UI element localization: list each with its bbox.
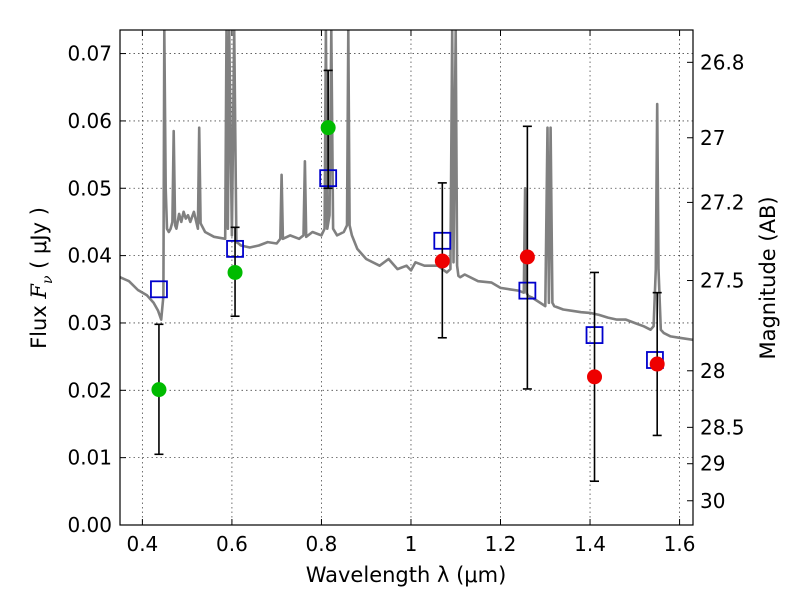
red-data-point — [587, 369, 603, 385]
y2-tick-label: 27 — [700, 126, 725, 150]
y2-tick-label: 30 — [700, 489, 725, 513]
y-tick-label: 0.03 — [67, 311, 112, 335]
y2-tick-label: 28 — [700, 359, 725, 383]
model-flux-square — [150, 280, 168, 299]
y2-tick-label: 27.5 — [700, 269, 745, 293]
axes: 0.4 0.6 0.8 1 1.2 1.4 1.6 0.00 0.01 0.02 0.03 0.04 0… — [67, 30, 745, 556]
green-data-point — [151, 382, 167, 398]
y-axis-label-subscript: ν — [40, 275, 56, 284]
y-axis-label-symbol: F — [27, 283, 51, 300]
y-tick-label: 0.00 — [67, 513, 112, 537]
x-tick-label: 0.4 — [126, 532, 158, 556]
y2-tick-label: 29 — [700, 452, 725, 476]
model-spectrum-line — [120, 30, 693, 342]
y-tick-label: 0.02 — [67, 378, 112, 402]
y2-tick-label: 26.8 — [700, 50, 745, 74]
x-tick-label: 0.6 — [216, 532, 248, 556]
y2-tick-label: 28.5 — [700, 415, 745, 439]
grid — [120, 30, 693, 526]
y-tick-label: 0.01 — [67, 446, 112, 470]
red-data-point — [519, 249, 535, 265]
y2-tick-label: 27.2 — [700, 190, 745, 214]
plot-frame — [119, 29, 694, 526]
y-tick-label: 0.06 — [67, 109, 112, 133]
x-tick-label: 1.2 — [485, 532, 517, 556]
green-data-point — [320, 120, 336, 136]
x-tick-label: 1.6 — [664, 532, 696, 556]
x-axis-label: Wavelength λ (μm) — [306, 563, 507, 587]
red-data-point — [649, 356, 665, 372]
y2-axis-label: Magnitude (AB) — [756, 196, 780, 359]
y-tick-label: 0.04 — [67, 244, 112, 268]
x-tick-label: 1.4 — [574, 532, 606, 556]
y-axis-label-prefix: Flux — [27, 299, 51, 349]
red-data-point — [434, 253, 450, 269]
y-tick-label: 0.07 — [67, 42, 112, 66]
green-data-point — [227, 264, 243, 280]
y-axis-label: Flux Fν ( μJy ) — [27, 207, 56, 349]
x-tick-label: 0.8 — [306, 532, 338, 556]
y-tick-label: 0.05 — [67, 176, 112, 200]
plot-area — [120, 30, 693, 483]
y-axis-label-suffix: ( μJy ) — [27, 207, 51, 275]
x-tick-label: 1 — [405, 532, 418, 556]
